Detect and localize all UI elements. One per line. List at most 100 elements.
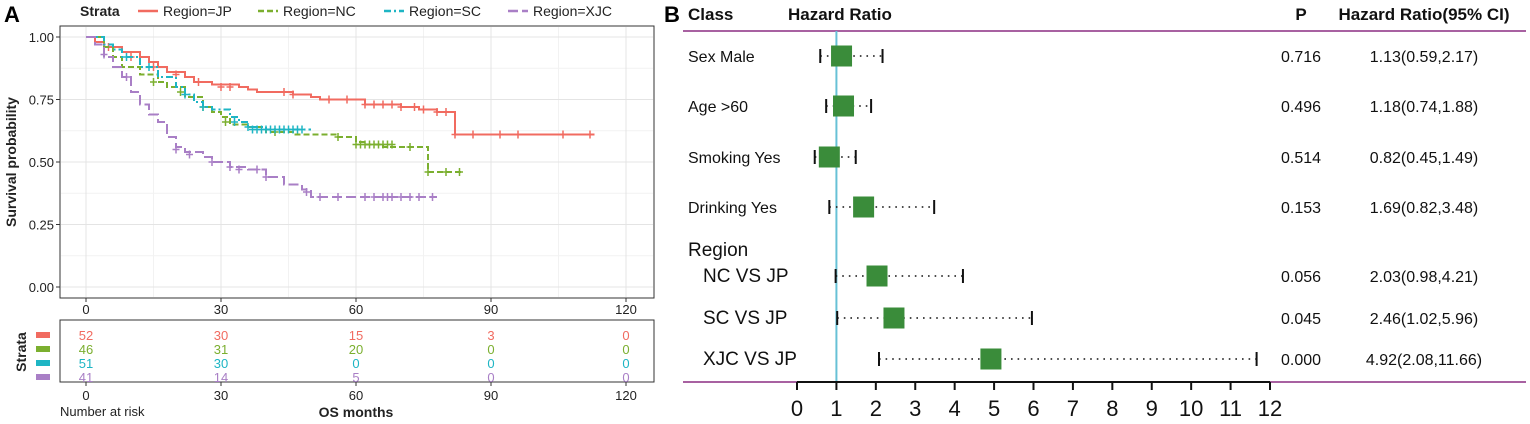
risk-table-cell: 30 <box>214 328 228 343</box>
ci-text: 1.13(0.59,2.17) <box>1370 49 1479 66</box>
km-censor-mark <box>244 123 252 131</box>
km-censor-mark <box>361 100 369 109</box>
header-hazard-ratio: Hazard Ratio <box>788 5 892 24</box>
hazard-ratio-marker <box>833 95 855 117</box>
km-censor-mark <box>217 83 225 91</box>
km-legend-label: Region=XJC <box>533 3 612 19</box>
risk-table-strata-swatch <box>36 360 50 366</box>
risk-table-strata-swatch <box>36 332 50 338</box>
km-legend-title: Strata <box>80 3 120 19</box>
p-value: 0.000 <box>1281 352 1321 369</box>
risk-table-frame <box>59 319 655 383</box>
risk-table: 52 30 15 3 046 31 20 0 051 30 0 0 041 14 5 0 00 30 60 90 120 <box>36 328 637 403</box>
ci-text: 1.69(0.82,3.48) <box>1370 200 1479 217</box>
km-legend-label: Region=JP <box>163 3 232 19</box>
group-label-region: Region <box>688 240 748 261</box>
forest-x-tick-label: 9 <box>1146 396 1158 421</box>
p-value: 0.056 <box>1281 269 1321 286</box>
risk-table-cell: 41 <box>79 370 93 385</box>
forest-x-tick-label: 10 <box>1179 396 1203 421</box>
risk-table-strata-swatch <box>36 346 50 352</box>
km-y-tick-label: 0.50 <box>29 155 54 170</box>
km-censor-mark <box>303 188 310 196</box>
forest-row: Smoking Yes 0.514 0.82(0.45,1.49) <box>688 146 1479 168</box>
km-x-tick-label: 60 <box>349 302 363 317</box>
forest-x-tick-label: 3 <box>909 396 921 421</box>
km-censor-mark <box>388 140 396 149</box>
forest-row: XJC VS JP 0.000 4.92(2.08,11.66) <box>703 348 1482 370</box>
km-censor-mark <box>424 168 432 176</box>
forest-row-label: Smoking Yes <box>688 150 781 167</box>
panel-a: A Strata Region=JP Region=NC Region=SC R… <box>3 2 655 420</box>
km-x-tick-label: 30 <box>214 302 228 317</box>
km-censor-mark <box>253 165 261 174</box>
km-censor-mark <box>442 168 450 176</box>
hazard-ratio-marker <box>866 265 888 287</box>
forest-row-label: SC VS JP <box>703 308 787 329</box>
forest-x-tick-label: 5 <box>988 396 1000 421</box>
risk-x-tick-label: 90 <box>484 388 498 403</box>
risk-x-tick-label: 120 <box>615 388 637 403</box>
p-value: 0.716 <box>1281 49 1321 66</box>
forest-row-label: Drinking Yes <box>688 200 777 217</box>
forest-row: SC VS JP 0.045 2.46(1.02,5.96) <box>703 307 1479 329</box>
risk-x-tick-label: 0 <box>82 388 89 403</box>
hazard-ratio-marker <box>853 196 875 218</box>
km-x-axis-title: OS months <box>319 404 394 420</box>
risk-x-tick-label: 30 <box>214 388 228 403</box>
km-censor-mark <box>433 108 441 116</box>
km-censor-mark <box>195 78 202 86</box>
forest-x-tick-label: 7 <box>1067 396 1079 421</box>
forest-x-tick-label: 2 <box>870 396 882 421</box>
km-censor-mark <box>226 163 234 171</box>
km-censor-mark <box>586 130 594 139</box>
km-censor-mark <box>451 130 459 139</box>
risk-table-cell: 15 <box>349 328 363 343</box>
risk-table-y-title: Strata <box>13 332 29 372</box>
forest-x-axis: 0 1 2 3 4 5 6 7 8 9 10 11 12 <box>791 381 1282 421</box>
km-censor-mark <box>429 193 436 201</box>
ci-text: 2.46(1.02,5.96) <box>1370 311 1479 328</box>
p-value: 0.496 <box>1281 99 1321 116</box>
km-legend-label: Region=NC <box>283 3 356 19</box>
km-censor-mark <box>388 100 396 109</box>
km-censor-mark <box>208 158 216 166</box>
forest-row: Age >60 0.496 1.18(0.74,1.88) <box>688 95 1478 117</box>
km-y-tick-label: 0.25 <box>29 218 54 233</box>
ci-text: 0.82(0.45,1.49) <box>1370 150 1479 167</box>
p-value: 0.045 <box>1281 311 1321 328</box>
p-value: 0.153 <box>1281 200 1321 217</box>
km-censor-mark <box>397 103 405 111</box>
km-censor-mark <box>379 100 387 109</box>
risk-table-cell: 0 <box>352 356 359 371</box>
forest-row: Sex Male 0.716 1.13(0.59,2.17) <box>688 45 1479 67</box>
risk-table-cell: 46 <box>79 342 93 357</box>
km-censor-mark <box>172 145 180 154</box>
km-y-tick-label: 0.75 <box>29 93 54 108</box>
km-censor-mark <box>100 50 108 59</box>
forest-x-tick-label: 4 <box>949 396 961 421</box>
km-y-tick-label: 1.00 <box>29 30 54 45</box>
km-legend: Strata Region=JP Region=NC Region=SC Reg… <box>80 3 612 19</box>
km-censor-mark <box>262 173 270 181</box>
risk-table-cell: 30 <box>214 356 228 371</box>
km-curve-line <box>86 36 437 198</box>
km-censor-mark <box>406 143 414 151</box>
km-censor-mark <box>370 100 378 109</box>
km-legend-item-sc: Region=SC <box>384 3 481 19</box>
forest-x-tick-label: 11 <box>1219 396 1242 421</box>
hazard-ratio-marker <box>831 45 853 67</box>
forest-row-label: Age >60 <box>688 99 748 116</box>
km-legend-item-xjc: Region=XJC <box>508 3 612 19</box>
risk-table-cell: 31 <box>214 342 228 357</box>
km-censor-mark <box>231 118 238 126</box>
forest-x-tick-label: 1 <box>830 396 842 421</box>
forest-x-tick-label: 8 <box>1106 396 1118 421</box>
forest-x-tick-label: 12 <box>1258 396 1282 421</box>
km-censor-mark <box>316 193 324 201</box>
km-censor-mark <box>469 130 477 139</box>
km-x-tick-label: 90 <box>484 302 498 317</box>
km-curve-line <box>86 36 595 136</box>
forest-x-tick-label: 0 <box>791 396 803 421</box>
risk-table-cell: 0 <box>622 370 629 385</box>
